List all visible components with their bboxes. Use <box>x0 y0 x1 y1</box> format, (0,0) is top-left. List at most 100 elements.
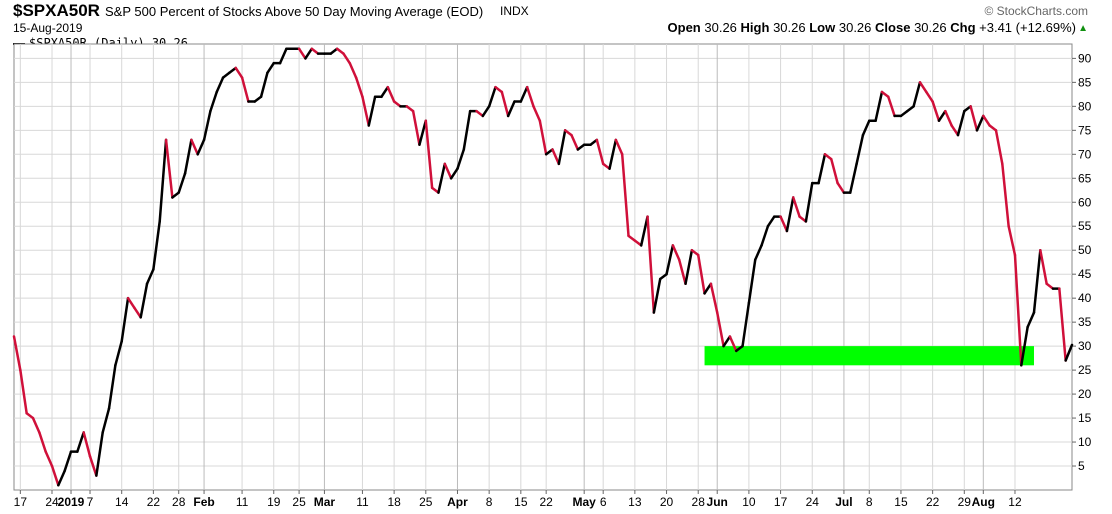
data-point <box>906 110 908 112</box>
line-segment-down <box>538 119 548 156</box>
data-point <box>418 144 420 146</box>
data-point <box>855 163 857 165</box>
line-segment-down <box>728 335 738 353</box>
line-segment-down <box>715 311 725 348</box>
symbol-title: $SPXA50R <box>13 1 100 20</box>
line-segment-down <box>944 109 953 127</box>
data-point <box>222 76 224 78</box>
close-value: 30.26 <box>914 20 947 35</box>
x-tick-label: 25 <box>419 495 433 509</box>
line-segment-up <box>519 85 529 103</box>
line-segment-up <box>684 248 694 286</box>
data-point <box>912 105 914 107</box>
line-segment-up <box>557 129 567 166</box>
data-point <box>976 129 978 131</box>
line-segment-down <box>310 47 320 55</box>
x-tick-label: 6 <box>600 495 607 509</box>
data-point <box>380 96 382 98</box>
line-segment-up <box>861 119 871 137</box>
y-tick-label: 40 <box>1078 291 1092 305</box>
y-tick-label: 60 <box>1078 195 1092 209</box>
data-point <box>114 364 116 366</box>
line-segment-up <box>741 301 751 348</box>
copyright-label[interactable]: © StockCharts.com <box>984 4 1088 18</box>
data-point <box>779 215 781 217</box>
line-segment-up <box>956 109 966 137</box>
line-segment-up <box>747 258 757 305</box>
line-segment-down <box>690 248 700 257</box>
high-value: 30.26 <box>773 20 806 35</box>
data-point <box>76 450 78 452</box>
data-point <box>583 144 585 146</box>
line-segment-up <box>906 105 915 113</box>
line-segment-up <box>855 133 865 166</box>
x-tick-label: 19 <box>267 495 281 509</box>
data-point <box>881 91 883 93</box>
data-point <box>488 105 490 107</box>
data-point <box>805 220 807 222</box>
data-point <box>342 52 344 54</box>
data-point <box>634 239 636 241</box>
data-point <box>1014 254 1016 256</box>
line-segment-up <box>1020 325 1029 367</box>
data-point <box>304 57 306 59</box>
chg-value: +3.41 (+12.69%) <box>979 20 1076 35</box>
line-segment-up <box>259 71 269 99</box>
data-point <box>463 148 465 150</box>
y-tick-label: 55 <box>1078 219 1092 233</box>
data-point <box>596 139 598 141</box>
line-segment-down <box>38 431 47 453</box>
line-segment-down <box>335 47 345 55</box>
data-point <box>615 139 617 141</box>
line-segment-up <box>449 167 459 180</box>
line-segment-down <box>671 244 681 262</box>
data-point <box>292 48 294 50</box>
data-point <box>608 167 610 169</box>
x-tick-label: 28 <box>172 495 186 509</box>
y-tick-label: 70 <box>1078 147 1092 161</box>
x-tick-label: 8 <box>486 495 493 509</box>
data-point <box>190 139 192 141</box>
close-label: Close <box>875 20 911 35</box>
data-point <box>703 292 705 294</box>
data-point <box>684 283 686 285</box>
line-segment-up <box>576 143 586 151</box>
y-tick-label: 15 <box>1078 411 1092 425</box>
data-point <box>197 153 199 155</box>
data-point <box>748 302 750 304</box>
line-segment-down <box>677 258 687 286</box>
data-point <box>317 52 319 54</box>
data-point <box>957 134 959 136</box>
data-point <box>330 52 332 54</box>
x-tick-label: Aug <box>972 495 995 509</box>
line-segment-down <box>925 90 934 103</box>
data-point <box>646 215 648 217</box>
data-point <box>13 335 15 337</box>
data-point <box>950 124 952 126</box>
x-tick-label: 7 <box>87 495 94 509</box>
data-point <box>469 110 471 112</box>
line-segment-up <box>462 109 472 151</box>
data-point <box>931 100 933 102</box>
line-segment-down <box>190 138 199 156</box>
data-point <box>919 81 921 83</box>
y-tick-label: 80 <box>1078 99 1092 113</box>
line-segment-up <box>975 114 985 132</box>
data-point <box>678 259 680 261</box>
data-point <box>209 110 211 112</box>
line-segment-up <box>145 268 155 286</box>
data-point <box>526 86 528 88</box>
y-tick-label: 85 <box>1078 75 1092 89</box>
line-segment-up <box>849 162 858 194</box>
plot-frame <box>13 43 1073 491</box>
line-segment-up <box>304 47 314 60</box>
line-segment-down <box>88 455 98 477</box>
data-point <box>70 450 72 452</box>
data-point <box>184 172 186 174</box>
line-segment-down <box>31 416 41 434</box>
data-point <box>216 91 218 93</box>
line-segment-up <box>158 138 168 223</box>
data-point <box>716 311 718 313</box>
data-point <box>203 139 205 141</box>
line-segment-up <box>766 215 776 228</box>
